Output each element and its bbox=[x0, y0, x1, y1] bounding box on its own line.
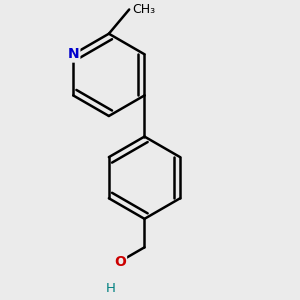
Text: CH₃: CH₃ bbox=[132, 3, 155, 16]
Text: H: H bbox=[105, 282, 115, 295]
Text: O: O bbox=[114, 255, 126, 268]
Text: N: N bbox=[68, 47, 79, 61]
